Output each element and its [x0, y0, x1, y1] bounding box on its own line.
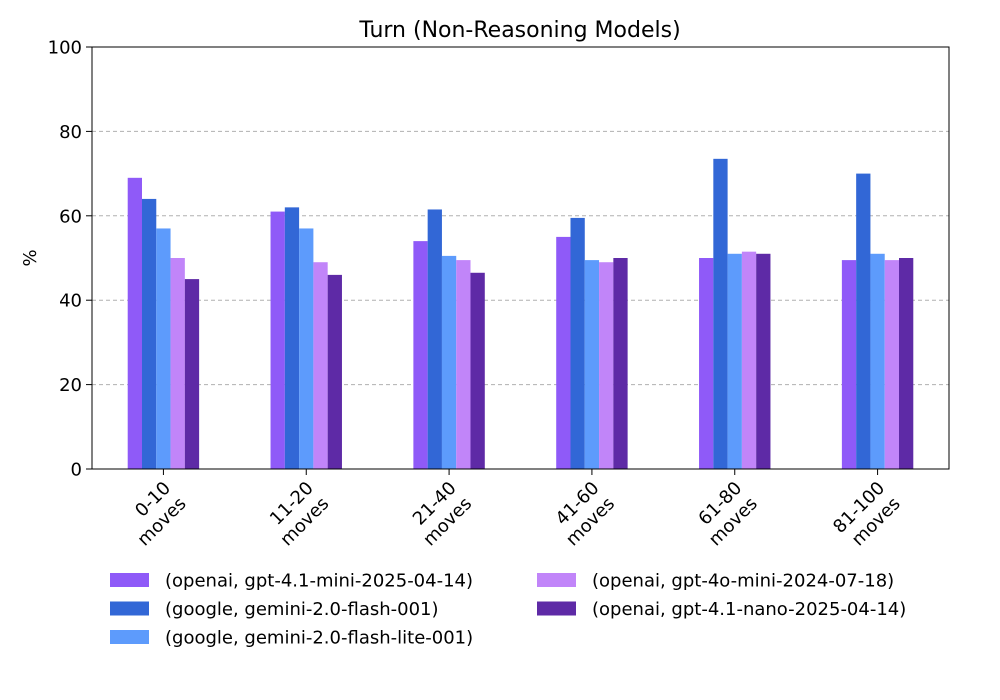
bar — [599, 262, 614, 469]
bar — [299, 228, 314, 469]
x-tick-label: 0-10moves — [118, 478, 191, 551]
y-axis-label: % — [20, 249, 41, 266]
bar — [127, 177, 142, 469]
y-tick-label: 100 — [48, 38, 82, 59]
bar — [756, 253, 771, 469]
x-tick-label: 21-40moves — [404, 478, 477, 551]
chart-title: Turn (Non-Reasoning Models) — [358, 18, 680, 43]
bar — [284, 207, 300, 470]
y-tick-label: 60 — [59, 206, 82, 227]
bar — [856, 173, 871, 469]
bar — [699, 258, 714, 469]
y-tick-label: 20 — [59, 375, 82, 396]
legend-label: (openai, gpt-4.1-mini-2025-04-14) — [165, 571, 473, 592]
legend-swatch — [110, 573, 149, 587]
bar — [413, 241, 428, 469]
y-tick-label: 80 — [59, 122, 82, 143]
bar — [570, 217, 585, 469]
gridlines — [92, 130, 949, 386]
bar — [899, 258, 914, 469]
x-tick-label: 11-20moves — [261, 478, 334, 551]
bar — [556, 236, 571, 469]
x-tick-label: 41-60moves — [546, 478, 619, 551]
bar — [184, 279, 200, 469]
y-axis-ticks: 0 20 40 60 80 100 — [48, 38, 92, 481]
bars — [127, 158, 914, 470]
bar — [470, 272, 485, 469]
bar — [270, 211, 285, 469]
bar — [456, 260, 471, 469]
bar — [313, 262, 328, 469]
bar — [156, 228, 171, 469]
x-tick-label: 81-100moves — [829, 478, 904, 553]
x-tick-label: 61-80moves — [689, 478, 762, 551]
plot-frame — [91, 46, 950, 470]
bar — [327, 274, 342, 469]
bar — [727, 253, 742, 469]
legend-label: (google, gemini-2.0-flash-lite-001) — [165, 628, 473, 649]
y-tick-label: 40 — [59, 291, 82, 312]
x-axis-ticks: 0-10moves 11-20moves 21-40moves 41-60moves 6… — [118, 469, 905, 553]
bar — [613, 258, 628, 469]
bar — [884, 260, 900, 469]
legend-label: (google, gemini-2.0-flash-001) — [165, 599, 439, 620]
legend-swatch — [110, 630, 149, 644]
legend-label: (openai, gpt-4.1-nano-2025-04-14) — [592, 599, 906, 620]
legend: (openai, gpt-4.1-mini-2025-04-14) (google… — [110, 571, 906, 649]
legend-label: (openai, gpt-4o-mini-2024-07-18) — [592, 571, 894, 592]
bar — [170, 258, 185, 469]
bar — [841, 260, 857, 469]
legend-swatch — [537, 601, 576, 616]
bar — [870, 253, 885, 469]
bar — [713, 158, 728, 469]
bar — [584, 260, 600, 469]
bar — [141, 198, 157, 470]
bar — [427, 209, 442, 469]
y-tick-label: 0 — [71, 460, 82, 481]
bar — [741, 251, 757, 469]
legend-swatch — [110, 601, 149, 616]
legend-swatch — [537, 573, 576, 587]
bar — [441, 255, 457, 469]
